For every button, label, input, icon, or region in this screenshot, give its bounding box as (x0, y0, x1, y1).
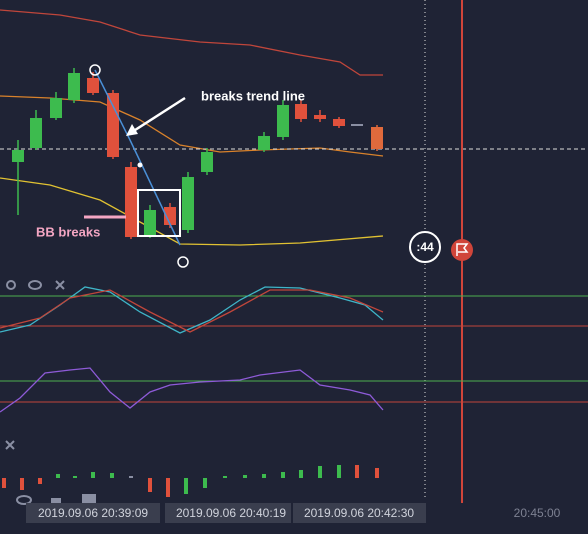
flag-button[interactable] (451, 239, 473, 261)
marker (137, 162, 143, 168)
candle (351, 124, 363, 126)
arrow (131, 96, 186, 134)
lower-band (0, 177, 384, 246)
candle (164, 207, 176, 225)
marker (177, 256, 189, 268)
lock-icon[interactable] (51, 498, 61, 506)
histogram-bar (337, 465, 341, 478)
time-axis: 2019.09.06 20:39:09 2019.09.06 20:40:19 … (26, 503, 561, 523)
candle (68, 73, 80, 100)
time-label: 2019.09.06 20:40:19 (176, 506, 286, 520)
candle (30, 118, 42, 148)
histogram-bar (203, 478, 207, 488)
histogram-bar (299, 470, 303, 478)
timer (409, 231, 441, 263)
histogram-bar (73, 476, 77, 478)
candle (87, 78, 99, 93)
candles (12, 68, 383, 239)
candle (182, 177, 194, 230)
histogram-bar (20, 478, 24, 490)
candle (125, 167, 137, 237)
timer-label: :44 (416, 240, 434, 254)
candle (258, 136, 270, 150)
candle (201, 152, 213, 172)
time-box (26, 503, 160, 523)
highlight-box (137, 189, 181, 237)
candle (371, 127, 383, 149)
time-label: 2019.09.06 20:42:30 (304, 506, 414, 520)
indicator-icons (5, 280, 65, 450)
histogram-bar (129, 476, 133, 478)
annotation: BB breaks (36, 224, 100, 239)
histogram-bar (243, 475, 247, 478)
histogram-bar (56, 474, 60, 478)
candle (107, 93, 119, 157)
gear-icon[interactable] (6, 280, 16, 290)
marker (89, 64, 101, 76)
histogram-bar (166, 478, 170, 497)
annotation: breaks trend line (201, 88, 305, 103)
histogram-bar (223, 476, 227, 478)
flag-icon (456, 243, 469, 256)
rsi-line (0, 367, 384, 413)
histogram-bar (91, 472, 95, 478)
histogram-bar (375, 468, 379, 478)
histogram-bar (110, 473, 114, 478)
histogram-bar (184, 478, 188, 494)
time-label: 2019.09.06 20:39:09 (38, 506, 148, 520)
histogram-bar (148, 478, 152, 492)
trend-line (94, 69, 181, 246)
candle (277, 105, 289, 137)
arrow-head (126, 124, 138, 136)
histogram-bar (38, 478, 42, 484)
eye-icon[interactable] (28, 280, 42, 290)
candle (333, 119, 345, 126)
histogram-bar (281, 472, 285, 478)
candle (50, 98, 62, 118)
histogram-bar (262, 474, 266, 478)
upper-band (0, 9, 383, 76)
histogram-bar (355, 465, 359, 478)
candle (295, 104, 307, 119)
candle (144, 210, 156, 235)
stoch-d (0, 289, 384, 333)
close-icon[interactable] (5, 440, 15, 450)
time-box (165, 503, 291, 523)
candle (314, 115, 326, 119)
close-icon[interactable] (55, 280, 65, 290)
histogram-bar (2, 478, 6, 488)
time-label: 20:45:00 (514, 506, 561, 520)
time-box (293, 503, 426, 523)
histogram-bar (318, 466, 322, 478)
eye-icon[interactable] (16, 495, 32, 505)
candle (12, 150, 24, 162)
histogram (2, 465, 379, 497)
